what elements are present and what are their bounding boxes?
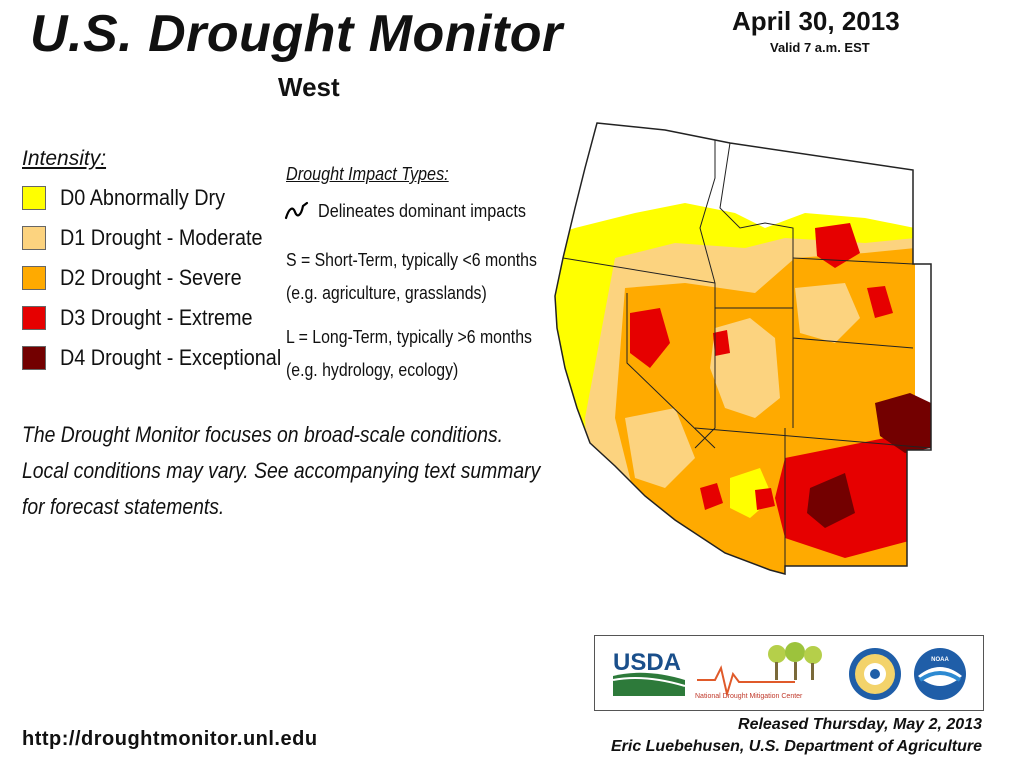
usda-logo-text: USDA bbox=[613, 649, 681, 676]
impact-short-term: S = Short-Term, typically <6 months bbox=[286, 250, 537, 270]
impact-types-title: Drought Impact Types: bbox=[286, 164, 449, 184]
author-credit: Eric Luebehusen, U.S. Department of Agri… bbox=[610, 738, 982, 755]
legend-label-d0: D0 Abnormally Dry bbox=[60, 185, 226, 210]
legend-swatch-d2 bbox=[22, 266, 46, 290]
legend-item-d0: D0 Abnormally Dry bbox=[22, 183, 243, 213]
legend-label-d2: D2 Drought - Severe bbox=[60, 265, 242, 290]
legend-swatch-d1 bbox=[22, 226, 46, 250]
region-label: West bbox=[278, 72, 340, 102]
map-title: U.S. Drought Monitor bbox=[30, 5, 563, 63]
state-boundaries bbox=[562, 140, 932, 566]
impact-line-icon bbox=[284, 201, 309, 220]
legend-label-d3: D3 Drought - Extreme bbox=[60, 305, 253, 330]
valid-time: Valid 7 a.m. EST bbox=[770, 40, 870, 55]
logo-strip: USDA National Drought Mitigation Center … bbox=[612, 642, 966, 700]
note-line-3: for forecast statements. bbox=[22, 494, 225, 519]
legend-item-d2: D2 Drought - Severe bbox=[22, 263, 262, 293]
legend-label-d4: D4 Drought - Exceptional bbox=[60, 345, 282, 370]
release-date: Released Thursday, May 2, 2013 bbox=[738, 716, 982, 733]
impact-short-term-example: (e.g. agriculture, grasslands) bbox=[286, 283, 487, 303]
impact-long-term: L = Long-Term, typically >6 months bbox=[286, 327, 532, 347]
drought-areas bbox=[555, 123, 931, 574]
impact-delineates-text: Delineates dominant impacts bbox=[318, 201, 527, 221]
ndmc-logo: National Drought Mitigation Center bbox=[695, 642, 822, 700]
commerce-seal bbox=[849, 648, 901, 700]
noaa-logo: NOAA bbox=[914, 648, 966, 700]
note-line-2: Local conditions may vary. See accompany… bbox=[22, 458, 541, 483]
legend-item-d3: D3 Drought - Extreme bbox=[22, 303, 274, 333]
noaa-logo-text: NOAA bbox=[931, 657, 949, 663]
note-line-1: The Drought Monitor focuses on broad-sca… bbox=[22, 422, 504, 447]
legend-swatch-d3 bbox=[22, 306, 46, 330]
ndmc-logo-text: National Drought Mitigation Center bbox=[695, 693, 803, 700]
legend-label-d1: D1 Drought - Moderate bbox=[60, 225, 263, 250]
region-outline bbox=[554, 122, 932, 575]
legend-swatch-d0 bbox=[22, 186, 46, 210]
impact-long-term-example: (e.g. hydrology, ecology) bbox=[286, 360, 459, 380]
legend-item-d4: D4 Drought - Exceptional bbox=[22, 343, 306, 373]
usda-logo: USDA bbox=[612, 649, 686, 696]
legend-swatch-d4 bbox=[22, 346, 46, 370]
footer-url[interactable]: http://droughtmonitor.unl.edu bbox=[22, 728, 318, 750]
map-date: April 30, 2013 bbox=[732, 6, 900, 36]
legend-item-d1: D1 Drought - Moderate bbox=[22, 223, 285, 253]
agency-logos: USDA National Drought Mitigation Center … bbox=[594, 635, 984, 711]
drought-map bbox=[554, 122, 932, 575]
intensity-legend-title: Intensity: bbox=[22, 147, 107, 170]
